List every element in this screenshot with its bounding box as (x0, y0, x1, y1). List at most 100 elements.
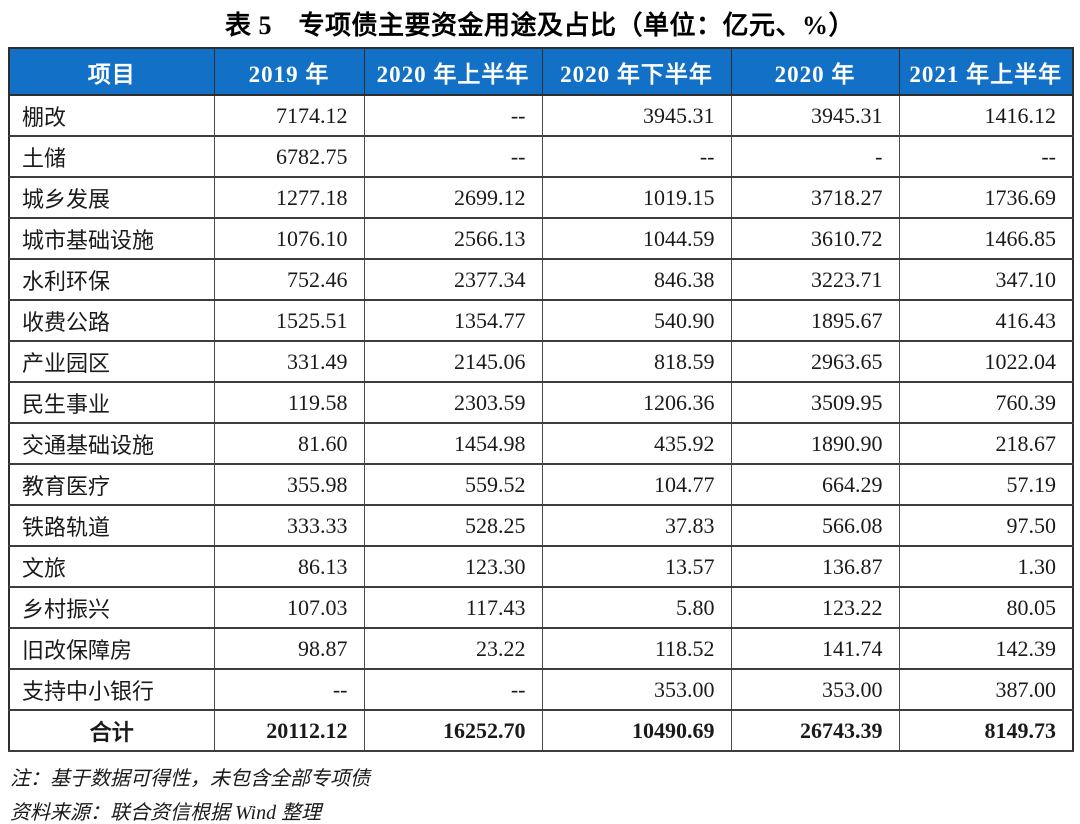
value-cell: 752.46 (213, 258, 365, 301)
row-item-label: 教育医疗 (8, 463, 215, 506)
row-item-label: 铁路轨道 (8, 504, 215, 547)
value-cell: 117.43 (363, 586, 543, 629)
table-row: 水利环保 752.46 2377.34 846.38 3223.71 347.10 (8, 258, 1074, 301)
total-row: 合计 20112.12 16252.70 10490.69 26743.39 8149.7… (8, 709, 1074, 752)
value-cell: 1525.51 (213, 299, 365, 342)
value-cell: 664.29 (730, 463, 900, 506)
row-item-label: 支持中小银行 (8, 668, 215, 711)
table-row: 支持中小银行 -- -- 353.00 353.00 387.00 (8, 668, 1074, 711)
value-cell: 141.74 (730, 627, 900, 670)
value-cell: 136.87 (730, 545, 900, 588)
value-cell: 107.03 (213, 586, 365, 629)
value-cell: 1354.77 (363, 299, 543, 342)
row-item-label: 产业园区 (8, 340, 215, 383)
total-label: 合计 (8, 709, 215, 752)
value-cell: 3610.72 (730, 217, 900, 260)
value-cell: 559.52 (363, 463, 543, 506)
value-cell: 566.08 (730, 504, 900, 547)
table-row: 城乡发展 1277.18 2699.12 1019.15 3718.27 1736.69 (8, 176, 1074, 219)
value-cell: 3718.27 (730, 176, 900, 219)
value-cell: - (730, 135, 900, 178)
value-cell: 5.80 (541, 586, 732, 629)
value-cell: 3945.31 (541, 94, 732, 137)
value-cell: 8149.73 (898, 709, 1074, 752)
col-header-item: 项目 (8, 47, 215, 96)
value-cell: 104.77 (541, 463, 732, 506)
value-cell: -- (363, 135, 543, 178)
row-item-label: 城市基础设施 (8, 217, 215, 260)
value-cell: 97.50 (898, 504, 1074, 547)
value-cell: 1206.36 (541, 381, 732, 424)
row-item-label: 乡村振兴 (8, 586, 215, 629)
value-cell: 37.83 (541, 504, 732, 547)
value-cell: 1454.98 (363, 422, 543, 465)
value-cell: 1.30 (898, 545, 1074, 588)
value-cell: 2566.13 (363, 217, 543, 260)
value-cell: 333.33 (213, 504, 365, 547)
table-row: 铁路轨道 333.33 528.25 37.83 566.08 97.50 (8, 504, 1074, 547)
table-row: 旧改保障房 98.87 23.22 118.52 141.74 142.39 (8, 627, 1074, 670)
value-cell: 3509.95 (730, 381, 900, 424)
table-row: 棚改 7174.12 -- 3945.31 3945.31 1416.12 (8, 94, 1074, 137)
table-row: 教育医疗 355.98 559.52 104.77 664.29 57.19 (8, 463, 1074, 506)
col-header-2021-h1: 2021 年上半年 (898, 47, 1074, 96)
table-row: 交通基础设施 81.60 1454.98 435.92 1890.90 218.67 (8, 422, 1074, 465)
value-cell: 1736.69 (898, 176, 1074, 219)
value-cell: 760.39 (898, 381, 1074, 424)
value-cell: 23.22 (363, 627, 543, 670)
row-item-label: 旧改保障房 (8, 627, 215, 670)
value-cell: 3945.31 (730, 94, 900, 137)
value-cell: 1076.10 (213, 217, 365, 260)
col-header-2020-h1: 2020 年上半年 (363, 47, 543, 96)
value-cell: 118.52 (541, 627, 732, 670)
footnotes: 注：基于数据可得性，未包含全部专项债 资料来源：联合资信根据 Wind 整理 (10, 762, 1080, 824)
value-cell: 1277.18 (213, 176, 365, 219)
value-cell: 353.00 (541, 668, 732, 711)
row-item-label: 民生事业 (8, 381, 215, 424)
table-row: 收费公路 1525.51 1354.77 540.90 1895.67 416.43 (8, 299, 1074, 342)
special-bond-fund-uses-table: 项目 2019 年 2020 年上半年 2020 年下半年 2020 年 202… (8, 47, 1074, 752)
table-row: 民生事业 119.58 2303.59 1206.36 3509.95 760.39 (8, 381, 1074, 424)
value-cell: 26743.39 (730, 709, 900, 752)
value-cell: 331.49 (213, 340, 365, 383)
value-cell: 119.58 (213, 381, 365, 424)
value-cell: 2145.06 (363, 340, 543, 383)
value-cell: 2303.59 (363, 381, 543, 424)
value-cell: 347.10 (898, 258, 1074, 301)
value-cell: 81.60 (213, 422, 365, 465)
note-data-availability: 注：基于数据可得性，未包含全部专项债 (10, 768, 370, 790)
value-cell: 142.39 (898, 627, 1074, 670)
table-row: 土储 6782.75 -- -- - -- (8, 135, 1074, 178)
value-cell: 10490.69 (541, 709, 732, 752)
row-item-label: 水利环保 (8, 258, 215, 301)
value-cell: -- (363, 94, 543, 137)
col-header-2020-h2: 2020 年下半年 (541, 47, 732, 96)
value-cell: 123.22 (730, 586, 900, 629)
row-item-label: 土储 (8, 135, 215, 178)
value-cell: 218.67 (898, 422, 1074, 465)
col-header-2019: 2019 年 (213, 47, 365, 96)
value-cell: 13.57 (541, 545, 732, 588)
value-cell: 818.59 (541, 340, 732, 383)
value-cell: 1890.90 (730, 422, 900, 465)
value-cell: 7174.12 (213, 94, 365, 137)
value-cell: -- (898, 135, 1074, 178)
value-cell: 6782.75 (213, 135, 365, 178)
row-item-label: 棚改 (8, 94, 215, 137)
col-header-2020: 2020 年 (730, 47, 900, 96)
value-cell: 1416.12 (898, 94, 1074, 137)
table-row: 城市基础设施 1076.10 2566.13 1044.59 3610.72 1466.8… (8, 217, 1074, 260)
value-cell: 387.00 (898, 668, 1074, 711)
value-cell: 98.87 (213, 627, 365, 670)
table-row: 乡村振兴 107.03 117.43 5.80 123.22 80.05 (8, 586, 1074, 629)
table-title: 表 5 专项债主要资金用途及占比（单位：亿元、%） (224, 11, 855, 40)
header-row: 项目 2019 年 2020 年上半年 2020 年下半年 2020 年 202… (8, 47, 1074, 96)
value-cell: 846.38 (541, 258, 732, 301)
row-item-label: 文旅 (8, 545, 215, 588)
value-cell: 540.90 (541, 299, 732, 342)
note-source: 资料来源：联合资信根据 Wind 整理 (10, 802, 322, 824)
value-cell: 3223.71 (730, 258, 900, 301)
value-cell: 57.19 (898, 463, 1074, 506)
row-item-label: 收费公路 (8, 299, 215, 342)
